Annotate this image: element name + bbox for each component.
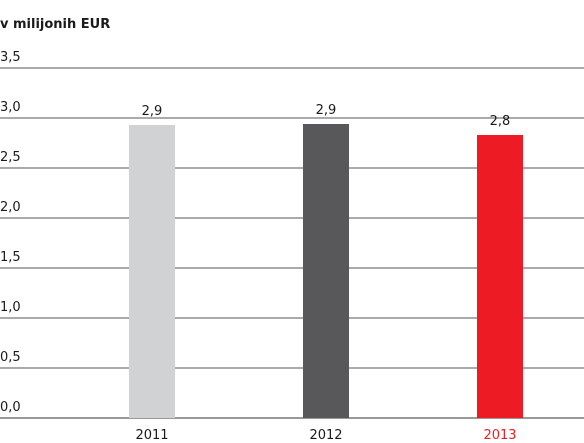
y-tick-label: 0,5: [0, 350, 21, 365]
x-tick-label: 2012: [309, 428, 342, 443]
y-tick-label: 0,0: [0, 400, 21, 415]
value-label: 2,9: [316, 103, 337, 118]
bar: [303, 124, 349, 418]
y-tick-label: 3,5: [0, 50, 21, 65]
y-tick-label: 2,0: [0, 200, 21, 215]
y-tick-label: 1,0: [0, 300, 21, 315]
y-tick-label: 1,5: [0, 250, 21, 265]
value-label: 2,9: [142, 104, 163, 119]
chart-title: v milijonih EUR: [0, 17, 110, 32]
bar: [129, 125, 175, 418]
bar: [477, 135, 523, 418]
value-label: 2,8: [490, 114, 511, 129]
y-tick-label: 2,5: [0, 150, 21, 165]
y-tick-label: 3,0: [0, 100, 21, 115]
x-tick-label: 2011: [135, 428, 168, 443]
x-tick-label: 2013: [483, 428, 516, 443]
